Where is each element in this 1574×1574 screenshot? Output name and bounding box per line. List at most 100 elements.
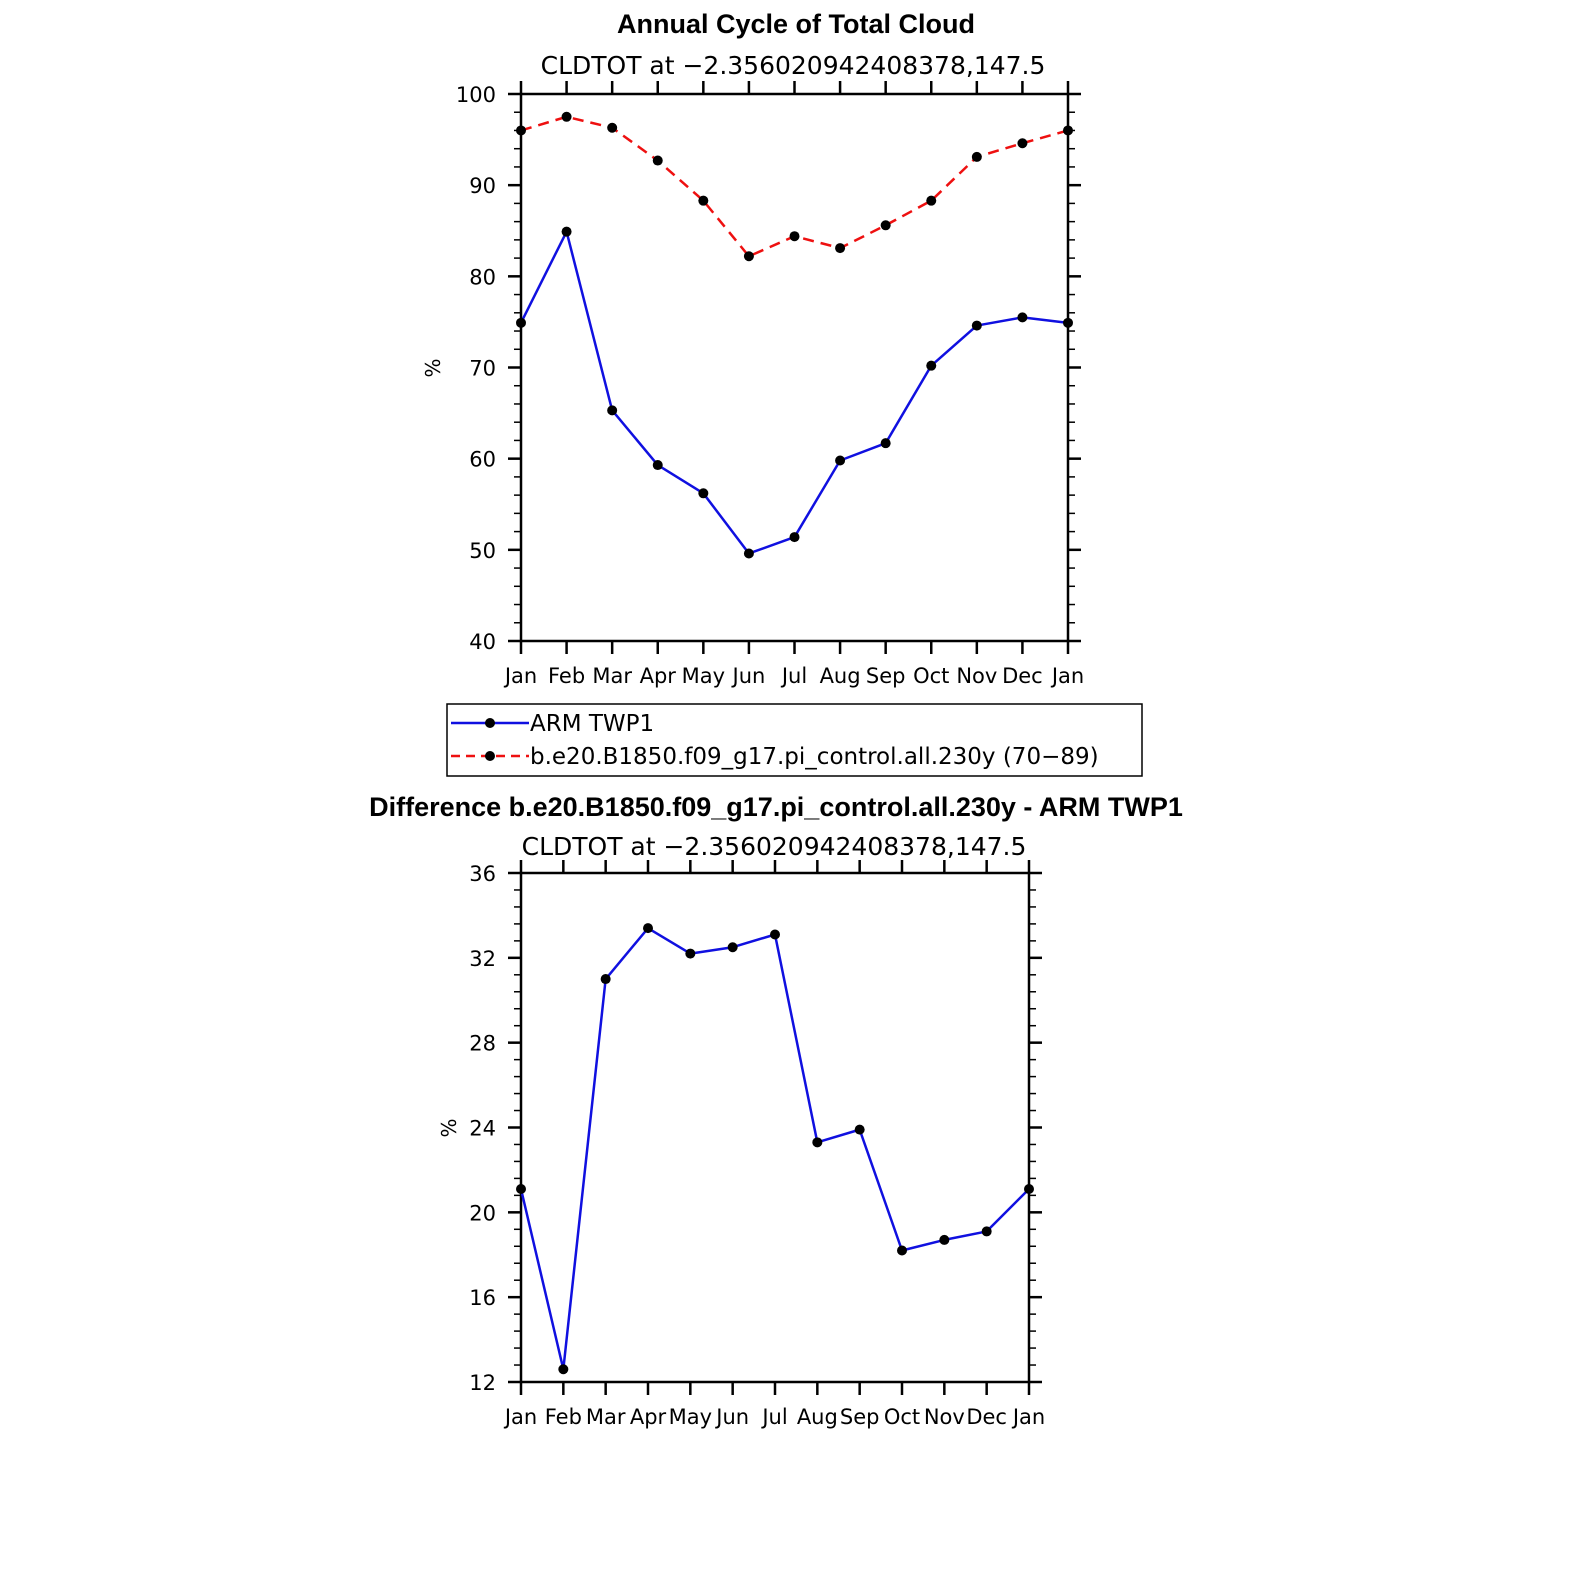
legend: ARM TWP1 b.e20.B1850.f09_g17.pi_control.… (446, 703, 1143, 777)
x-tick-label: Feb (545, 1405, 582, 1429)
x-tick-label: Jan (1011, 1405, 1045, 1429)
chart-title: Annual Cycle of Total Cloud (617, 9, 975, 39)
y-tick-label: 20 (469, 1201, 496, 1225)
data-point (926, 360, 937, 371)
x-tick-label: Jul (780, 664, 807, 688)
data-point (770, 929, 780, 940)
data-point (1024, 1184, 1034, 1195)
difference-chart: Difference b.e20.B1850.f09_g17.pi_contro… (369, 792, 1183, 1429)
data-point (1017, 138, 1028, 149)
data-point (1017, 312, 1028, 323)
legend-marker-model (485, 751, 495, 761)
x-tick-label: Dec (966, 1405, 1007, 1429)
x-tick-label: Apr (630, 1405, 667, 1429)
series-line-1 (519, 230, 1069, 555)
data-point (652, 460, 663, 471)
data-point (812, 1137, 823, 1148)
legend-marker-arm (485, 718, 495, 728)
data-point (561, 111, 572, 122)
x-tick-label: Aug (820, 664, 861, 688)
legend-entry-arm: ARM TWP1 (451, 711, 654, 737)
data-point (607, 122, 618, 133)
x-tick-label: Jun (714, 1405, 749, 1429)
x-tick-label: Jan (503, 1405, 537, 1429)
x-tick-label: Oct (913, 664, 949, 688)
x-tick-label: Jan (503, 664, 537, 688)
data-point (607, 405, 618, 416)
x-tick-label: Mar (592, 664, 632, 688)
x-tick-label: Aug (797, 1405, 838, 1429)
plot-area: Jan Feb Mar Apr May Jun Jul Aug Sep Oct Nov Dec Jan 4… (456, 81, 1084, 688)
data-point (743, 251, 754, 262)
y-tick-label: 16 (469, 1286, 496, 1310)
data-point (926, 195, 937, 206)
data-point (1063, 317, 1073, 328)
chart-title: Difference b.e20.B1850.f09_g17.pi_contro… (369, 792, 1183, 822)
data-point (516, 1184, 526, 1195)
data-point (558, 1364, 569, 1375)
y-tick-label: 28 (469, 1032, 496, 1056)
x-tick-label: Jan (1050, 664, 1084, 688)
legend-entry-model: b.e20.B1850.f09_g17.pi_control.all.230y … (451, 744, 1099, 770)
data-point (854, 1124, 865, 1135)
plot-area: Jan Feb Mar Apr May Jun Jul Aug Sep Oct Nov Dec Jan1… (469, 860, 1045, 1429)
data-point (743, 548, 754, 559)
series-line-1 (519, 926, 1030, 1371)
x-tick-label: Apr (640, 664, 677, 688)
x-tick-label: Nov (956, 664, 997, 688)
data-point (835, 243, 846, 254)
data-point (685, 948, 696, 959)
data-point (561, 226, 572, 237)
x-tick-label: Jul (760, 1405, 787, 1429)
x-tick-label: Sep (840, 1405, 880, 1429)
annual-cycle-chart: Annual Cycle of Total Cloud CLDTOT at −2… (421, 9, 1143, 777)
y-tick-label: 70 (469, 357, 496, 381)
data-point (835, 455, 846, 466)
y-tick-label: 12 (469, 1371, 496, 1395)
x-tick-label: May (669, 1405, 712, 1429)
x-tick-label: May (682, 664, 725, 688)
y-tick-label: 60 (469, 448, 496, 472)
chart-subtitle: CLDTOT at −2.356020942408378,147.5 (541, 51, 1046, 80)
y-tick-label: 36 (469, 862, 496, 886)
data-point (880, 438, 891, 449)
chart-subtitle: CLDTOT at −2.356020942408378,147.5 (522, 832, 1027, 861)
x-tick-label: Mar (586, 1405, 626, 1429)
y-tick-label: 40 (469, 630, 496, 654)
data-point (971, 151, 982, 162)
data-point (880, 220, 891, 231)
data-point (516, 317, 526, 328)
x-tick-label: Feb (548, 664, 585, 688)
plot-frame (519, 92, 1070, 643)
data-point (981, 1226, 992, 1237)
x-tick-label: Sep (866, 664, 906, 688)
data-point (600, 974, 611, 985)
data-point (698, 195, 709, 206)
data-point (727, 942, 738, 953)
data-point (516, 125, 526, 136)
x-tick-label: Jun (731, 664, 766, 688)
data-point (652, 155, 663, 166)
data-point (971, 320, 982, 331)
y-tick-label: 50 (469, 539, 496, 563)
data-point (789, 532, 800, 543)
y-tick-label: 24 (469, 1117, 496, 1141)
data-point (698, 488, 709, 499)
y-tick-label: 32 (469, 947, 496, 971)
data-point (1063, 125, 1073, 136)
data-point (897, 1245, 907, 1256)
data-point (939, 1234, 950, 1245)
legend-box (446, 703, 1143, 777)
y-axis-label: % (421, 358, 445, 377)
x-tick-label: Nov (924, 1405, 965, 1429)
data-point (643, 923, 653, 934)
x-tick-label: Dec (1002, 664, 1043, 688)
y-tick-label: 80 (469, 265, 496, 289)
y-tick-label: 90 (469, 174, 496, 198)
legend-label-model: b.e20.B1850.f09_g17.pi_control.all.230y … (530, 744, 1099, 770)
legend-label-arm: ARM TWP1 (530, 711, 654, 737)
y-tick-label: 100 (456, 83, 496, 107)
data-point (789, 231, 800, 242)
x-tick-label: Oct (884, 1405, 920, 1429)
